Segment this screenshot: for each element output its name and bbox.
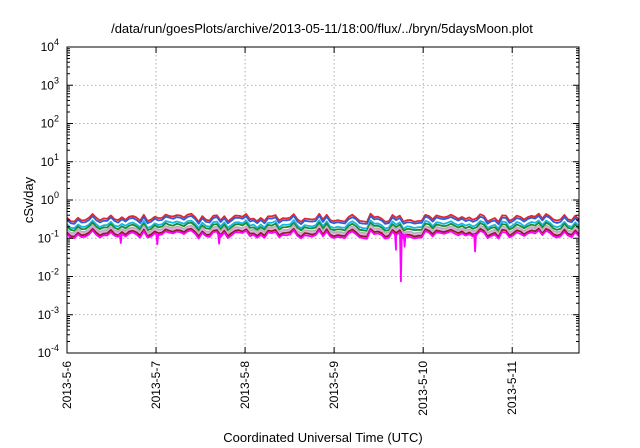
- x-tick-label: 2013-5-8: [238, 361, 252, 409]
- y-tick-base: 10: [41, 40, 55, 54]
- series-line-2: [66, 219, 580, 230]
- x-tick-label: 2013-5-6: [60, 361, 74, 409]
- y-tick-base: 10: [41, 193, 55, 207]
- y-tick-exponent: 0: [54, 190, 59, 200]
- y-tick-label: 103: [41, 75, 59, 92]
- x-axis-label: Coordinated Universal Time (UTC): [223, 430, 422, 445]
- y-tick-base: 10: [41, 117, 55, 131]
- y-tick-label: 10-2: [38, 267, 59, 284]
- y-tick-label: 104: [41, 37, 59, 54]
- y-tick-base: 10: [41, 155, 55, 169]
- y-axis-label: cSv/day: [21, 176, 36, 223]
- y-tick-exponent: 1: [54, 152, 59, 162]
- x-tick-label: 2013-5-11: [505, 361, 519, 415]
- y-tick-label: 10-3: [38, 305, 59, 322]
- series-line-5: [66, 225, 580, 236]
- series-layer: [66, 212, 580, 283]
- x-tick-label: 2013-5-7: [149, 361, 163, 409]
- grid: [66, 47, 579, 353]
- series-line-7: [66, 229, 580, 283]
- y-tick-label: 100: [41, 190, 59, 207]
- y-tick-exponent: -4: [51, 343, 59, 353]
- y-tick-label: 102: [41, 114, 59, 131]
- series-line-3: [66, 221, 580, 232]
- y-tick-exponent: 2: [54, 114, 59, 124]
- y-tick-base: 10: [38, 308, 52, 322]
- y-tick-exponent: -2: [51, 267, 59, 277]
- x-tick-label: 2013-5-9: [327, 361, 341, 409]
- chart-title: /data/run/goesPlots/archive/2013-05-11/1…: [111, 21, 533, 36]
- y-tick-base: 10: [38, 231, 52, 245]
- y-tick-exponent: -1: [51, 228, 59, 238]
- y-tick-exponent: 3: [54, 75, 59, 85]
- y-tick-label: 10-4: [38, 343, 59, 360]
- y-tick-base: 10: [38, 346, 52, 360]
- y-tick-base: 10: [38, 270, 52, 284]
- series-line-1: [66, 214, 580, 226]
- x-axis: 2013-5-6 2013-5-7 2013-5-8 2013-5-9 2013-5-1…: [60, 47, 519, 416]
- x-tick-label: 2013-5-10: [416, 361, 430, 416]
- series-line-0: [66, 212, 580, 223]
- y-tick-label: 101: [41, 152, 59, 169]
- y-tick-label: 10-1: [38, 228, 59, 245]
- y-tick-exponent: -3: [51, 305, 59, 315]
- series-line-6: [66, 227, 580, 238]
- y-tick-exponent: 4: [54, 37, 59, 47]
- y-tick-base: 10: [41, 78, 55, 92]
